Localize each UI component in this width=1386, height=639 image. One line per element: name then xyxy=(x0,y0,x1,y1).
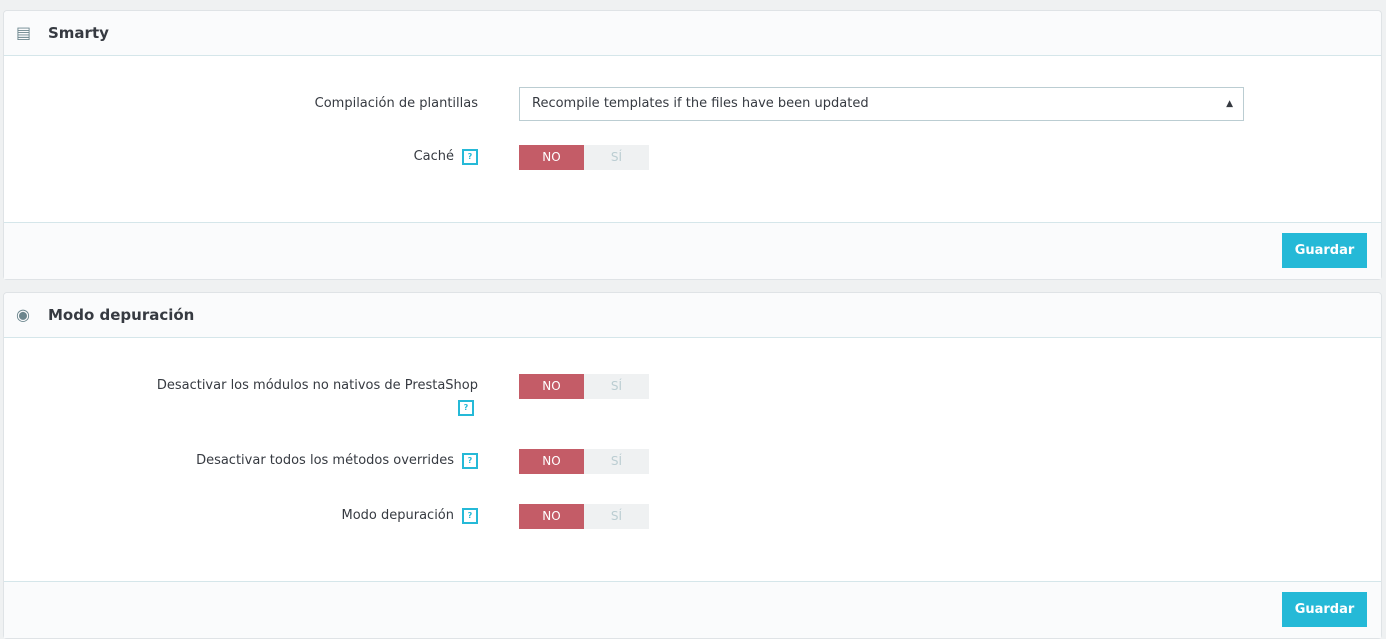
switch-si[interactable]: SÍ xyxy=(584,374,649,399)
debug-mode-switch[interactable]: NO SÍ xyxy=(519,504,649,529)
label-text: Desactivar todos los métodos overrides xyxy=(196,453,454,468)
cache-label-text: Caché xyxy=(413,149,454,164)
switch-si[interactable]: SÍ xyxy=(584,145,649,170)
cache-label: Caché? xyxy=(414,147,478,167)
help-icon[interactable]: ? xyxy=(462,148,478,165)
switch-si[interactable]: SÍ xyxy=(584,504,649,529)
bug-icon: ◉ xyxy=(16,305,30,324)
panel-header: ◉ Modo depuración xyxy=(4,293,1381,338)
switch-no[interactable]: NO xyxy=(519,504,584,529)
cache-switch[interactable]: NO SÍ xyxy=(519,145,649,170)
panel-header: ▤ Smarty xyxy=(4,11,1381,56)
overrides-switch[interactable]: NO SÍ xyxy=(519,449,649,474)
smarty-panel: ▤ Smarty Compilación de plantillas Recomp… xyxy=(3,10,1382,280)
help-icon[interactable]: ? xyxy=(462,452,478,469)
compile-select[interactable]: Recompile templates if the files have be… xyxy=(519,87,1244,121)
panel-footer: Guardar xyxy=(4,581,1381,638)
panel-title: Modo depuración xyxy=(48,306,195,324)
switch-no[interactable]: NO xyxy=(519,449,584,474)
label-text: Desactivar los módulos no nativos de Pre… xyxy=(156,378,478,393)
help-icon[interactable]: ? xyxy=(458,400,474,416)
panel-footer: Guardar xyxy=(4,222,1381,279)
switch-no[interactable]: NO xyxy=(519,374,584,399)
non-native-modules-switch[interactable]: NO SÍ xyxy=(519,374,649,399)
overrides-label: Desactivar todos los métodos overrides? xyxy=(196,451,478,471)
save-button[interactable]: Guardar xyxy=(1282,233,1367,268)
briefcase-icon: ▤ xyxy=(16,23,32,42)
save-button[interactable]: Guardar xyxy=(1282,592,1367,627)
select-value: Recompile templates if the files have be… xyxy=(532,96,869,111)
help-icon[interactable]: ? xyxy=(462,507,478,524)
switch-no[interactable]: NO xyxy=(519,145,584,170)
panel-title: Smarty xyxy=(48,24,109,42)
non-native-modules-label: Desactivar los módulos no nativos de Pre… xyxy=(157,376,478,417)
debug-mode-label: Modo depuración? xyxy=(341,506,478,526)
switch-si[interactable]: SÍ xyxy=(584,449,649,474)
label-text: Modo depuración xyxy=(341,508,454,523)
sort-icon: ▲ xyxy=(1226,99,1233,109)
compile-label: Compilación de plantillas xyxy=(314,96,478,111)
debug-panel: ◉ Modo depuración Desactivar los módulos … xyxy=(3,292,1382,639)
